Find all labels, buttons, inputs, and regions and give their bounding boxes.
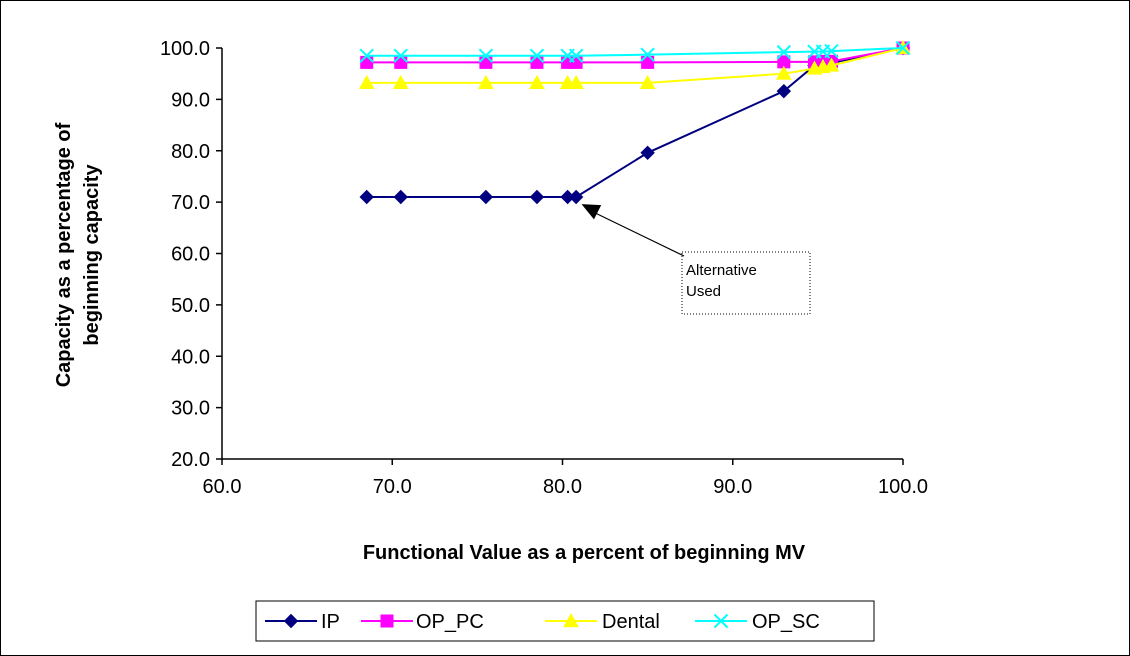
- legend-label: OP_SC: [752, 611, 820, 633]
- data-point-op-pc: [569, 55, 583, 69]
- legend-label: IP: [321, 611, 340, 633]
- data-point-dental: [775, 65, 792, 80]
- data-point-dental: [568, 74, 584, 90]
- data-point-op-sc: [895, 40, 911, 56]
- data-point-op-pc: [360, 55, 374, 69]
- y-tick-label: 100.0: [160, 38, 210, 60]
- data-point-op-sc: [529, 48, 545, 63]
- data-point-op-sc: [393, 48, 408, 63]
- legend-item-op-pc: OP_PC: [361, 611, 484, 633]
- annotation-arrow-line: [595, 212, 685, 257]
- legend-label: OP_PC: [416, 611, 484, 633]
- data-point-op-sc: [824, 43, 839, 59]
- tick-labels-group: 60.0 70.0 80.0 90.0 100.0 20.0 30.0 40.0 50.0 60.…: [160, 38, 928, 498]
- annotation-box: [681, 251, 811, 315]
- y-axis-title-line-2: beginning capacity: [81, 164, 103, 346]
- x-tick-label: 70.0: [373, 476, 412, 498]
- data-point-op-pc: [394, 55, 408, 69]
- series-group: [358, 39, 911, 205]
- data-point-ip: [640, 145, 655, 161]
- data-point-op-pc: [530, 55, 544, 69]
- data-point-op-pc: [479, 55, 493, 69]
- y-tick-label: 30.0: [171, 398, 210, 420]
- data-point-dental: [478, 74, 494, 90]
- series-dental: [358, 39, 911, 90]
- y-axis-title-line-1: Capacity as a percentage of: [53, 122, 75, 387]
- data-point-op-sc: [776, 44, 792, 60]
- data-point-dental: [823, 57, 840, 72]
- annotation-arrow-head: [581, 204, 602, 220]
- legend-item-op-sc: OP_SC: [695, 611, 820, 633]
- y-tick-label: 50.0: [171, 295, 210, 317]
- y-tick-label: 90.0: [171, 89, 210, 111]
- legend-marker: [283, 613, 299, 629]
- data-point-op-sc: [640, 47, 655, 62]
- data-point-op-sc: [359, 48, 374, 63]
- data-point-dental: [392, 74, 409, 90]
- annotation-text-line: Used: [686, 283, 721, 300]
- y-tick-label: 40.0: [171, 346, 210, 368]
- legend-marker: [380, 614, 394, 628]
- x-tick-label: 60.0: [203, 476, 242, 498]
- y-tick-label: 80.0: [171, 141, 210, 163]
- y-tick-label: 20.0: [171, 449, 210, 471]
- annotation-text-line: Alternative: [686, 262, 757, 279]
- x-tick-label: 90.0: [713, 476, 752, 498]
- data-point-op-sc: [478, 48, 494, 63]
- x-axis-title: Functional Value as a percent of beginni…: [363, 542, 806, 564]
- data-point-ip: [776, 83, 792, 99]
- data-point-op-pc: [641, 55, 655, 69]
- legend-marker: [713, 613, 729, 629]
- annotation-group: Alternative Used: [581, 204, 811, 315]
- legend-item-dental: Dental: [545, 611, 660, 633]
- data-point-ip: [529, 189, 545, 205]
- data-point-dental: [529, 74, 545, 90]
- data-point-ip: [568, 189, 584, 205]
- y-tick-label: 60.0: [171, 244, 210, 266]
- x-tick-label: 80.0: [543, 476, 582, 498]
- legend-marker: [563, 612, 579, 628]
- data-point-ip: [359, 189, 374, 205]
- y-axis-title: Capacity as a percentage of beginning ca…: [53, 122, 103, 387]
- x-tick-label: 100.0: [878, 476, 928, 498]
- legend-item-ip: IP: [265, 611, 340, 633]
- data-point-op-sc: [568, 48, 584, 63]
- data-point-ip: [478, 189, 494, 205]
- data-point-dental: [639, 74, 656, 90]
- legend: IP OP_PC Dental OP_SC: [255, 600, 875, 642]
- data-point-ip: [393, 189, 408, 205]
- data-point-dental: [358, 74, 375, 90]
- y-tick-label: 70.0: [171, 192, 210, 214]
- axes-group: [216, 47, 904, 465]
- legend-label: Dental: [602, 611, 660, 633]
- series-op-sc: [359, 40, 911, 63]
